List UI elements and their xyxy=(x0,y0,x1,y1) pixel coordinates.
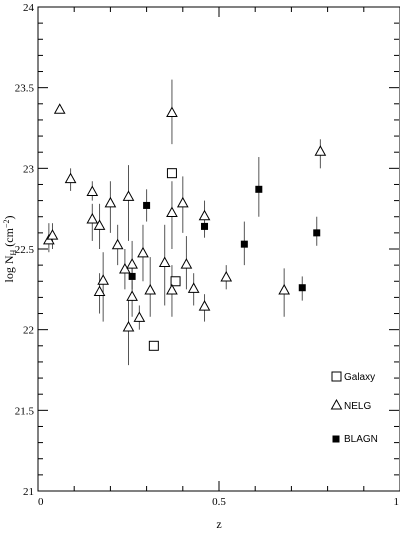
blagn-marker xyxy=(240,240,248,248)
x-tick-label: 0.5 xyxy=(212,496,226,508)
nelg-marker xyxy=(46,229,59,240)
nelg-marker xyxy=(158,256,171,268)
nelg-marker xyxy=(126,290,138,301)
legend-label-blagn: BLAGN xyxy=(344,434,378,445)
nelg-marker xyxy=(53,103,66,114)
nelg-marker xyxy=(93,285,106,297)
nelg-marker xyxy=(187,282,200,293)
nelg-marker xyxy=(97,274,110,285)
nelg-marker xyxy=(126,258,138,269)
plot-frame xyxy=(37,6,400,492)
nelg-marker xyxy=(166,283,178,295)
x-tick-label: 0 xyxy=(38,496,44,508)
y-tick-label: 23 xyxy=(23,163,35,175)
axis-ticks xyxy=(37,6,400,492)
legend-label-nelg: NELG xyxy=(344,401,371,412)
blagn-marker xyxy=(298,284,306,292)
y-axis-label-close: ) xyxy=(2,216,16,220)
x-axis-label: z xyxy=(216,517,221,531)
nelg-marker xyxy=(278,283,291,295)
blagn-marker xyxy=(313,229,321,237)
legend-open-triangle-marker xyxy=(330,398,343,410)
blagn-marker xyxy=(201,222,209,230)
nelg-marker xyxy=(104,196,117,208)
nelg-marker xyxy=(176,196,189,208)
legend-item-blagn: BLAGN xyxy=(332,434,378,445)
legend-label-galaxy: Galaxy xyxy=(344,372,375,383)
nelg-marker xyxy=(64,172,77,184)
nelg-marker xyxy=(166,106,178,117)
y-tick-label: 22 xyxy=(23,325,34,337)
legend-filled-square-marker xyxy=(332,435,340,443)
y-axis-label: log NH (cm−2) xyxy=(2,216,18,283)
nelg-marker xyxy=(111,238,124,250)
nelg-marker xyxy=(122,190,135,201)
legend-item-galaxy: Galaxy xyxy=(331,371,375,383)
y-tick-label: 24 xyxy=(23,2,35,14)
data-points xyxy=(43,103,327,351)
y-tick-label: 23.5 xyxy=(15,83,35,95)
y-axis-label-exponent: −2 xyxy=(2,220,11,229)
blagn-marker xyxy=(143,201,151,209)
nelg-marker xyxy=(198,300,211,311)
nelg-marker xyxy=(314,145,327,156)
nelg-marker xyxy=(180,258,193,269)
nelg-marker xyxy=(86,212,99,224)
galaxy-marker xyxy=(166,168,177,179)
nelg-marker xyxy=(198,209,211,221)
nelg-marker xyxy=(93,219,106,230)
blagn-marker xyxy=(255,185,263,193)
blagn-marker xyxy=(128,272,136,280)
galaxy-marker xyxy=(148,340,159,351)
y-tick-label: 21.5 xyxy=(15,405,35,417)
legend-open-square-marker xyxy=(331,371,342,382)
nelg-marker xyxy=(166,206,178,218)
y-tick-label: 22.5 xyxy=(15,244,35,256)
y-axis-label-main: log N xyxy=(2,255,16,282)
nelg-marker xyxy=(133,311,146,322)
nelg-marker xyxy=(144,283,157,295)
y-axis-label-unit: (cm xyxy=(2,227,16,246)
nelg-marker xyxy=(122,321,135,332)
nelg-marker xyxy=(137,246,149,258)
legend-item-nelg: NELG xyxy=(330,398,371,412)
nelg-marker xyxy=(86,185,99,197)
legend: Galaxy NELG BLAGN xyxy=(330,371,378,445)
galaxy-marker xyxy=(170,276,181,287)
y-axis-label-subscript: H xyxy=(9,249,18,255)
axis-tick-labels: 0 0.5 1 21 21.5 22 22.5 23 23.5 24 xyxy=(15,2,399,508)
y-tick-label: 21 xyxy=(23,486,34,498)
x-tick-label: 1 xyxy=(394,496,400,508)
nelg-marker xyxy=(220,271,233,282)
